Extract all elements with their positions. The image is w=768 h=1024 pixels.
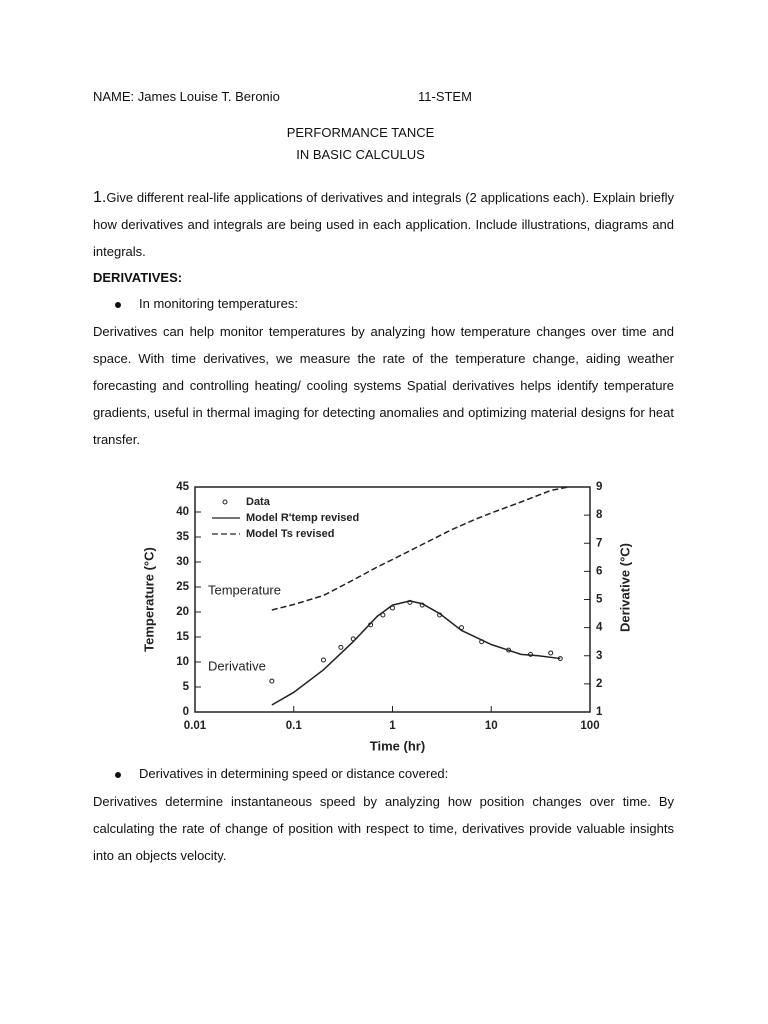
y-axis-title: Temperature (°C) <box>141 547 156 652</box>
data-point <box>320 657 326 663</box>
title-line: PERFORMANCE TANCE <box>286 125 435 140</box>
y-tick-label: 15 <box>176 631 189 643</box>
bullet-dot <box>115 772 121 778</box>
plot-frame <box>194 486 591 713</box>
y2-tick-label: 2 <box>596 678 602 690</box>
paragraph: Derivatives can help monitor temperature… <box>93 324 674 447</box>
y-tick-label: 20 <box>176 606 189 618</box>
paragraph: Derivatives determine instantaneous spee… <box>93 794 674 863</box>
x-axis-title: Time (hr) <box>370 738 425 753</box>
x-tick-label: 0.01 <box>184 720 207 732</box>
data-point <box>380 612 386 618</box>
y-tick-label: 45 <box>176 481 189 493</box>
data-point <box>459 625 465 631</box>
x-tick-label: 10 <box>485 720 498 732</box>
legend-label: Model R'temp revised <box>246 512 359 524</box>
bullet-text: In monitoring temperatures: <box>139 296 298 311</box>
data-point <box>528 651 534 657</box>
question-number: 1. <box>93 189 107 206</box>
y2-tick-label: 8 <box>596 509 603 521</box>
question: 1.Give different real-life applications … <box>93 184 674 265</box>
y-tick-label: 0 <box>183 706 189 718</box>
y-tick-label: 10 <box>176 656 189 668</box>
data-point <box>338 644 344 650</box>
y2-tick-label: 9 <box>596 481 602 493</box>
data-point <box>269 678 275 684</box>
y2-tick-label: 4 <box>596 622 603 634</box>
data-point <box>479 639 485 645</box>
student-name: NAME: James Louise T. Beronio <box>93 89 280 104</box>
legend-label: Model Ts revised <box>246 528 334 540</box>
y-tick-label: 40 <box>176 506 189 518</box>
annotation: Derivative <box>208 658 266 673</box>
y-tick-label: 5 <box>183 681 190 693</box>
x-tick-label: 0.1 <box>286 720 303 732</box>
heading: DERIVATIVES: <box>93 270 183 285</box>
question-text: Give different real-life applications of… <box>93 190 674 259</box>
series-line <box>271 486 569 611</box>
y-tick-label: 25 <box>176 581 189 593</box>
data-point <box>407 599 413 605</box>
legend-label: Data <box>246 496 271 508</box>
legend-marker <box>222 499 228 505</box>
data-point <box>390 605 395 611</box>
data-point <box>506 647 512 653</box>
y-tick-label: 30 <box>176 556 189 568</box>
series-line <box>271 600 561 706</box>
title-line: IN BASIC CALCULUS <box>296 147 425 162</box>
y2-axis-title: Derivative (°C) <box>617 543 632 632</box>
bullet-item: Derivatives in determining speed or dist… <box>115 766 449 781</box>
data-point <box>419 602 425 608</box>
y2-tick-label: 1 <box>596 706 603 718</box>
y2-tick-label: 5 <box>596 594 603 606</box>
data-point <box>548 650 554 656</box>
data-point <box>437 612 443 618</box>
y2-tick-label: 7 <box>596 537 602 549</box>
annotation: Temperature <box>208 582 281 597</box>
bullet-dot <box>115 302 121 308</box>
y2-tick-label: 3 <box>596 650 602 662</box>
y2-tick-label: 6 <box>596 565 602 577</box>
data-point <box>368 622 374 628</box>
section: 11-STEM <box>418 89 472 104</box>
bullet-item: In monitoring temperatures: <box>115 296 298 311</box>
bullet-text: Derivatives in determining speed or dist… <box>139 766 449 781</box>
x-tick-label: 1 <box>389 720 396 732</box>
data-point <box>557 656 563 662</box>
y-tick-label: 35 <box>176 531 189 543</box>
data-point <box>350 636 356 642</box>
x-tick-label: 100 <box>580 720 599 732</box>
